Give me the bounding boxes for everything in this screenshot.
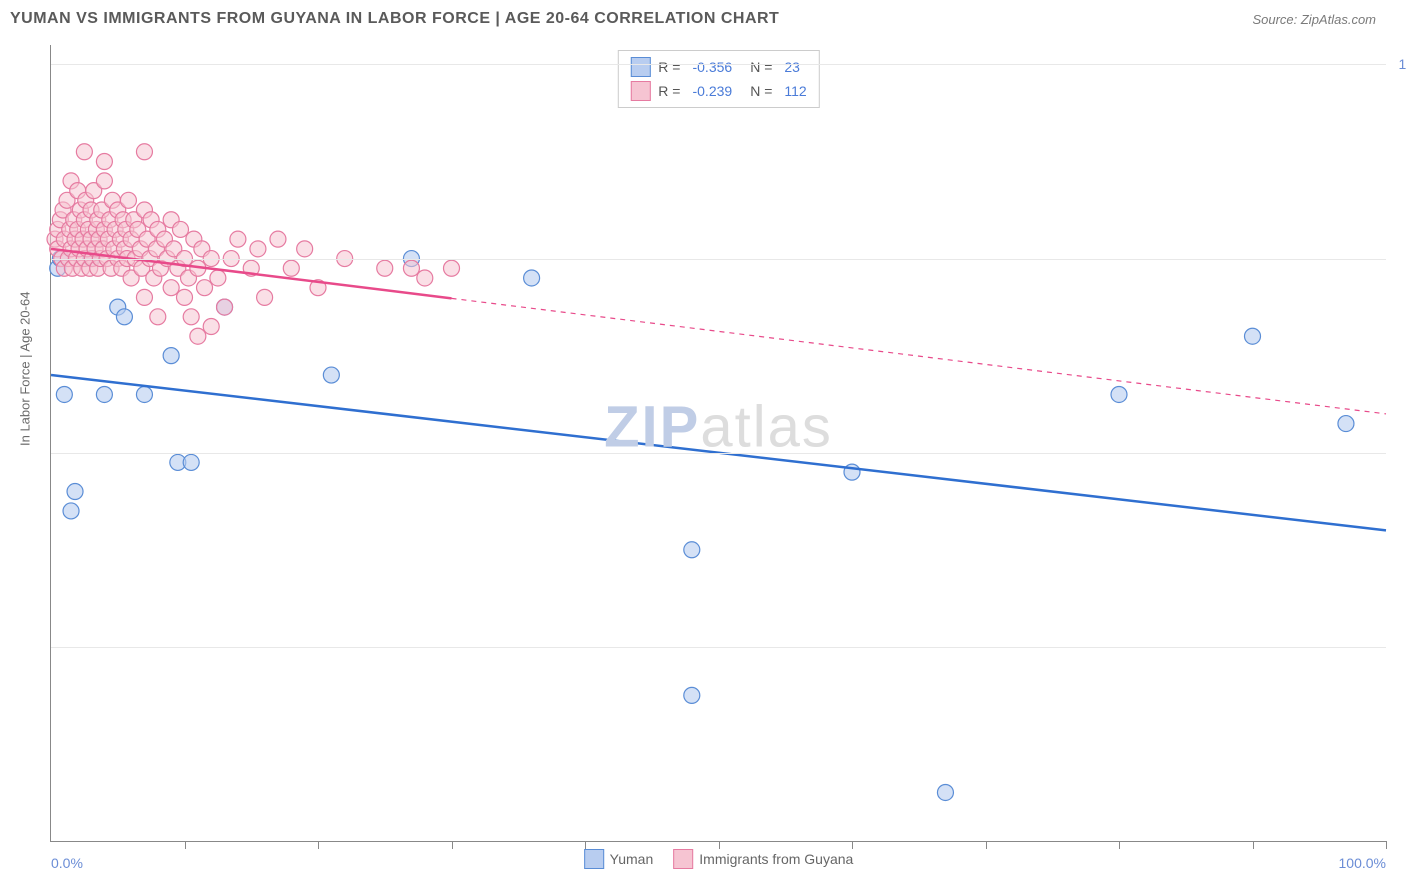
gridline-h	[51, 647, 1386, 648]
legend-swatch-yuman	[630, 57, 650, 77]
scatter-point	[684, 542, 700, 558]
x-tick	[986, 841, 987, 849]
x-tick	[585, 841, 586, 849]
scatter-point	[524, 270, 540, 286]
chart-container: YUMAN VS IMMIGRANTS FROM GUYANA IN LABOR…	[0, 0, 1406, 892]
x-tick	[452, 841, 453, 849]
legend-r-label-1: R =	[658, 59, 680, 75]
legend-bottom-label-yuman: Yuman	[610, 851, 654, 867]
x-tick	[1253, 841, 1254, 849]
x-tick	[852, 841, 853, 849]
legend-row-2: R = -0.239 N = 112	[630, 79, 806, 103]
scatter-point	[172, 221, 188, 237]
scatter-point	[1245, 328, 1261, 344]
legend-r-value-2: -0.239	[692, 83, 732, 99]
scatter-point	[163, 348, 179, 364]
scatter-point	[96, 153, 112, 169]
legend-n-value-1: 23	[784, 59, 800, 75]
gridline-h	[51, 453, 1386, 454]
scatter-point	[183, 309, 199, 325]
legend-n-value-2: 112	[784, 83, 806, 99]
x-tick	[1386, 841, 1387, 849]
scatter-point	[937, 784, 953, 800]
title-bar: YUMAN VS IMMIGRANTS FROM GUYANA IN LABOR…	[0, 0, 1406, 28]
scatter-point	[230, 231, 246, 247]
legend-bottom-guyana: Immigrants from Guyana	[673, 849, 853, 869]
scatter-point	[283, 260, 299, 276]
scatter-point	[136, 386, 152, 402]
scatter-point	[1338, 416, 1354, 432]
scatter-point	[63, 503, 79, 519]
legend-swatch-guyana	[630, 81, 650, 101]
scatter-point	[96, 386, 112, 402]
x-tick	[318, 841, 319, 849]
x-tick	[719, 841, 720, 849]
scatter-point	[210, 270, 226, 286]
scatter-point	[136, 289, 152, 305]
legend-bottom-swatch-guyana	[673, 849, 693, 869]
scatter-point	[76, 144, 92, 160]
legend-row-1: R = -0.356 N = 23	[630, 55, 806, 79]
legend-r-label-2: R =	[658, 83, 680, 99]
scatter-point	[403, 260, 419, 276]
scatter-point	[190, 328, 206, 344]
source-label: Source: ZipAtlas.com	[1252, 12, 1376, 27]
x-tick	[1119, 841, 1120, 849]
scatter-point	[136, 144, 152, 160]
gridline-h	[51, 64, 1386, 65]
scatter-point	[270, 231, 286, 247]
scatter-point	[177, 289, 193, 305]
scatter-point	[217, 299, 233, 315]
scatter-point	[120, 192, 136, 208]
scatter-point	[250, 241, 266, 257]
scatter-point	[1111, 386, 1127, 402]
legend-n-label-2: N =	[750, 83, 772, 99]
scatter-point	[67, 484, 83, 500]
scatter-plot-svg	[51, 45, 1386, 841]
scatter-point	[323, 367, 339, 383]
trend-line-dashed	[452, 298, 1387, 414]
legend-r-value-1: -0.356	[692, 59, 732, 75]
gridline-h	[51, 259, 1386, 260]
scatter-point	[197, 280, 213, 296]
scatter-point	[96, 173, 112, 189]
legend-correlation: R = -0.356 N = 23 R = -0.239 N = 112	[617, 50, 819, 108]
scatter-point	[116, 309, 132, 325]
scatter-point	[377, 260, 393, 276]
legend-n-label-1: N =	[750, 59, 772, 75]
legend-bottom: Yuman Immigrants from Guyana	[584, 849, 854, 869]
x-label-min: 0.0%	[51, 855, 83, 871]
scatter-point	[444, 260, 460, 276]
x-tick	[185, 841, 186, 849]
scatter-point	[163, 280, 179, 296]
scatter-point	[684, 687, 700, 703]
scatter-point	[297, 241, 313, 257]
y-axis-title: In Labor Force | Age 20-64	[18, 292, 33, 446]
legend-bottom-label-guyana: Immigrants from Guyana	[699, 851, 853, 867]
chart-area: ZIPatlas R = -0.356 N = 23 R = -0.239 N …	[50, 45, 1386, 842]
y-tick-label: 100.0%	[1399, 56, 1406, 72]
legend-bottom-yuman: Yuman	[584, 849, 654, 869]
scatter-point	[150, 309, 166, 325]
legend-bottom-swatch-yuman	[584, 849, 604, 869]
scatter-point	[183, 454, 199, 470]
x-label-max: 100.0%	[1339, 855, 1386, 871]
chart-title: YUMAN VS IMMIGRANTS FROM GUYANA IN LABOR…	[10, 10, 779, 28]
scatter-point	[257, 289, 273, 305]
scatter-point	[56, 386, 72, 402]
scatter-point	[417, 270, 433, 286]
scatter-point	[203, 319, 219, 335]
